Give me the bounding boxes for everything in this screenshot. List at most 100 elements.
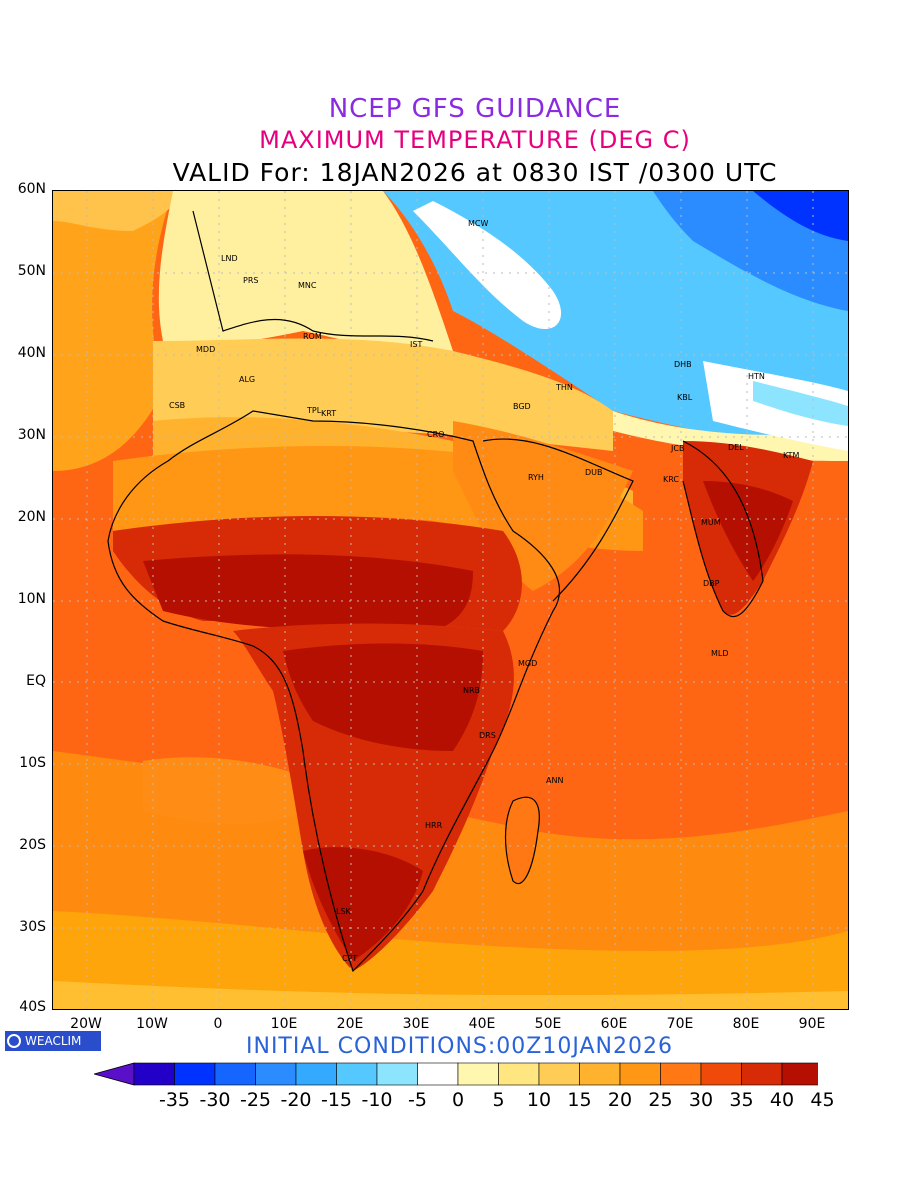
colorbar-tick-label: -5: [408, 1089, 427, 1111]
lat-label: 50N: [17, 263, 46, 279]
lon-label: 90E: [798, 1016, 826, 1032]
colorbar-cell: [417, 1062, 459, 1086]
city-label: DRS: [479, 731, 496, 740]
city-label: DEL: [728, 443, 744, 452]
lon-label: 10W: [136, 1016, 168, 1032]
city-label: IST: [410, 340, 422, 349]
colorbar: [94, 1062, 818, 1086]
temperature-map: MCW LND PRS MNC ROM IST MDD ALG CSB TPL …: [52, 190, 849, 1010]
city-label: MGD: [518, 659, 537, 668]
city-label: LSK: [336, 907, 352, 916]
city-label: CSB: [169, 401, 185, 410]
colorbar-cell: [741, 1062, 783, 1086]
city-label: LND: [221, 254, 238, 263]
city-label: THN: [555, 383, 573, 392]
colorbar-cell: [538, 1062, 580, 1086]
city-label: MLD: [711, 649, 729, 658]
lat-label: 40S: [19, 999, 46, 1015]
colorbar-cell: [660, 1062, 702, 1086]
city-label: TPL: [306, 406, 322, 415]
city-label: KTM: [783, 451, 800, 460]
lat-label: 10N: [17, 591, 46, 607]
colorbar-tick-label: 5: [492, 1089, 505, 1111]
city-label: JCB: [670, 444, 684, 453]
colorbar-tick-label: -35: [158, 1089, 191, 1111]
lon-label: 70E: [666, 1016, 694, 1032]
city-label: HRR: [425, 821, 443, 830]
city-label: CRO: [427, 430, 444, 439]
city-label: MUM: [701, 518, 721, 527]
colorbar-cell: [376, 1062, 418, 1086]
colorbar-tick-label: 35: [729, 1089, 754, 1111]
colorbar-cell: [174, 1062, 216, 1086]
title-line2: MAXIMUM TEMPERATURE (DEG C): [259, 126, 691, 154]
city-label: PRS: [243, 276, 258, 285]
colorbar-cell: [214, 1062, 256, 1086]
map-svg: MCW LND PRS MNC ROM IST MDD ALG CSB TPL …: [53, 191, 848, 1009]
lat-label: 20N: [17, 509, 46, 525]
colorbar-tick-label: -25: [239, 1089, 272, 1111]
colorbar-cell: [336, 1062, 378, 1086]
colorbar-tick-label: -10: [361, 1089, 393, 1111]
colorbar-cell: [700, 1062, 742, 1086]
logo-text: WEACLIM: [25, 1034, 82, 1048]
initial-conditions: INITIAL CONDITIONS:00Z10JAN2026: [246, 1034, 673, 1059]
city-label: BGD: [513, 402, 531, 411]
globe-circle-icon: [7, 1034, 21, 1048]
colorbar-cell: [295, 1062, 337, 1086]
colorbar-tick-label: 0: [451, 1089, 465, 1111]
colorbar-cell: [579, 1062, 621, 1086]
city-label: ROM: [303, 332, 322, 341]
lon-label: 60E: [600, 1016, 628, 1032]
title-line1: NCEP GFS GUIDANCE: [328, 94, 622, 124]
city-label: ALG: [239, 375, 255, 384]
weaclim-logo: WEACLIM: [5, 1031, 101, 1051]
lon-label: 20E: [336, 1016, 364, 1032]
city-label: KRC: [663, 475, 679, 484]
colorbar-tick-label: 20: [607, 1089, 633, 1111]
city-label: NRB: [463, 686, 480, 695]
city-label: KRT: [321, 409, 336, 418]
title-line3: VALID For: 18JAN2026 at 0830 IST /0300 U…: [172, 158, 778, 187]
city-label: MNC: [298, 281, 317, 290]
colorbar-cell: [781, 1062, 818, 1086]
lat-label: 30S: [19, 919, 46, 935]
lon-label: 40E: [468, 1016, 496, 1032]
city-label: KBL: [677, 393, 693, 402]
colorbar-cell: [133, 1062, 175, 1086]
colorbar-tick-label: -15: [320, 1089, 353, 1111]
colorbar-tick-label: 10: [526, 1089, 552, 1111]
lat-label: 40N: [17, 345, 46, 361]
city-label: DUB: [585, 468, 603, 477]
colorbar-cell: [457, 1062, 499, 1086]
city-label: DBP: [703, 579, 720, 588]
city-label: RYH: [528, 473, 544, 482]
colorbar-tick-label: 40: [769, 1089, 795, 1111]
lon-label: 80E: [732, 1016, 760, 1032]
city-label: ANN: [546, 776, 563, 785]
colorbar-cell: [255, 1062, 297, 1086]
colorbar-tick-label: -20: [280, 1089, 312, 1111]
colorbar-tick-label: 45: [810, 1089, 835, 1111]
lat-label: EQ: [26, 673, 46, 689]
lon-label: 0: [213, 1016, 223, 1032]
lon-label: 10E: [270, 1016, 298, 1032]
colorbar-cell: [619, 1062, 661, 1086]
colorbar-tick-label: 30: [688, 1089, 714, 1111]
lat-label: 10S: [19, 755, 46, 771]
lon-label: 30E: [402, 1016, 430, 1032]
colorbar-tick-label: 15: [567, 1089, 592, 1111]
colorbar-tick-label: -30: [199, 1089, 231, 1111]
city-label: CPT: [342, 954, 357, 963]
lat-label: 60N: [17, 181, 46, 197]
lat-label: 20S: [19, 837, 46, 853]
lon-label: 20W: [70, 1016, 102, 1032]
lon-label: 50E: [534, 1016, 562, 1032]
city-label: MCW: [468, 219, 488, 228]
city-label: HTN: [748, 372, 765, 381]
colorbar-under-triangle: [94, 1062, 135, 1086]
city-label: MDD: [196, 345, 215, 354]
city-label: DHB: [674, 360, 692, 369]
colorbar-cell: [498, 1062, 540, 1086]
colorbar-tick-label: 25: [648, 1089, 673, 1111]
